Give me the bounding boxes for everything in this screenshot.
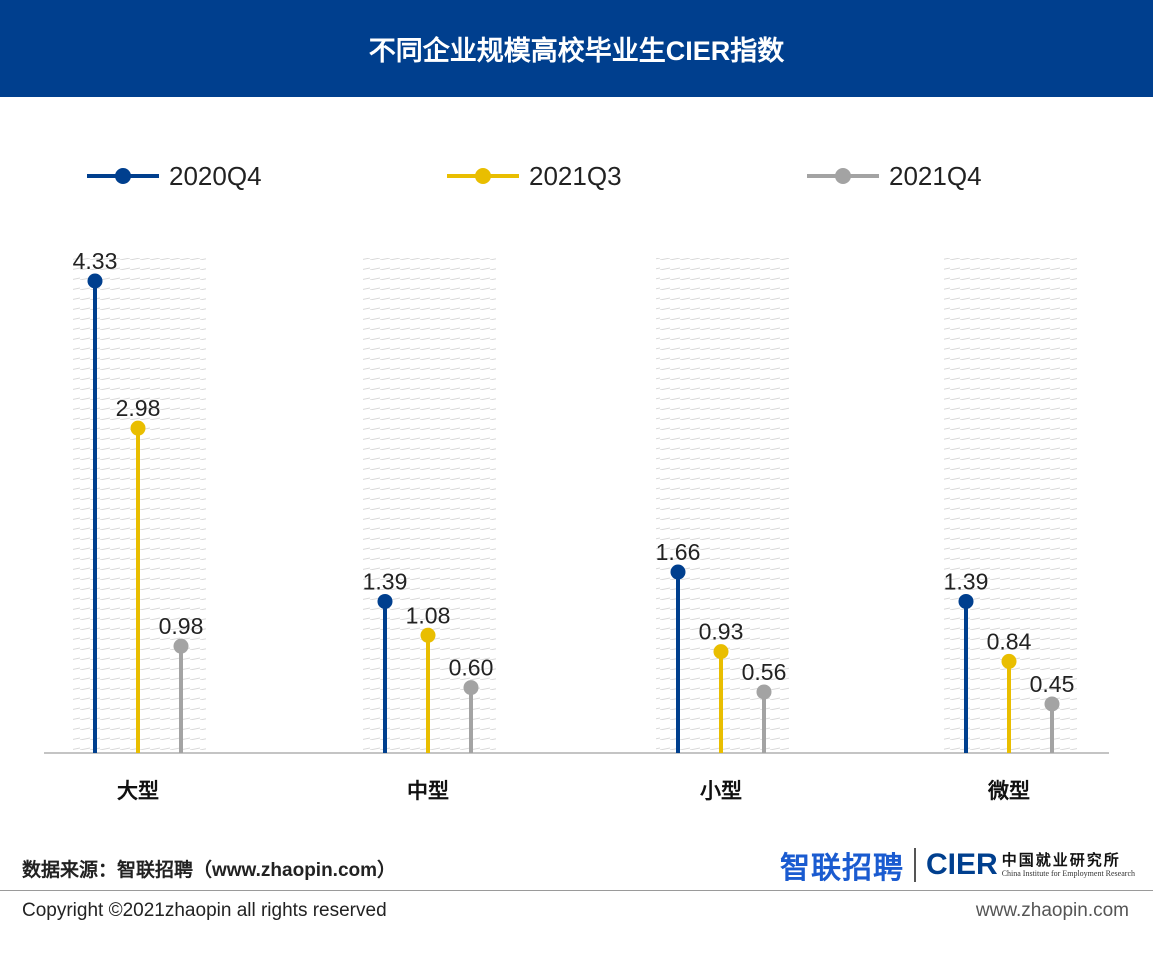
x-tick-label: 小型 xyxy=(700,780,742,803)
lollipop-chart: 大型 4.33 2.98 0.98 中型 1.39 1.08 0.60 小型 1.66 0.93 0.… xyxy=(44,248,1109,803)
legend-marker-2020q4 xyxy=(87,158,159,194)
data-label: 1.66 xyxy=(656,539,701,565)
legend-label: 2021Q3 xyxy=(529,160,622,191)
website-link[interactable]: www.zhaopin.com xyxy=(975,900,1129,921)
legend-marker-2021q3 xyxy=(447,158,519,194)
data-label: 0.56 xyxy=(742,659,787,685)
data-label: 0.93 xyxy=(699,619,744,645)
data-source-note: 数据来源：智联招聘（www.zhaopin.com） xyxy=(22,860,397,881)
data-label: 1.08 xyxy=(406,602,451,628)
data-point xyxy=(420,627,436,643)
data-label: 0.60 xyxy=(449,655,494,681)
data-point xyxy=(1001,653,1017,669)
legend-item-2021q4: 2021Q4 xyxy=(807,158,982,194)
cier-name-cn: 中国就业研究所 xyxy=(1001,851,1121,869)
data-label: 4.33 xyxy=(73,248,118,274)
cier-logo-text: 中国就业研究所 China Institute for Employment R… xyxy=(1002,852,1135,879)
footer-divider xyxy=(0,890,1153,891)
data-label: 1.39 xyxy=(944,568,989,594)
logo-divider xyxy=(914,848,916,882)
data-point xyxy=(463,680,479,696)
zhilian-logo: 智联招聘 xyxy=(780,852,904,885)
legend-label: 2021Q4 xyxy=(889,160,982,191)
copyright-text: Copyright ©2021zhaopin all rights reserv… xyxy=(22,900,387,921)
cier-logo: CIER xyxy=(926,848,998,881)
data-label: 0.98 xyxy=(159,613,204,639)
brand-logos: 智联招聘 CIER 中国就业研究所 China Institute for Em… xyxy=(780,845,1135,885)
data-point xyxy=(173,638,189,654)
data-label: 2.98 xyxy=(116,395,161,421)
page-title: 不同企业规模高校毕业生CIER指数 xyxy=(0,0,1153,97)
legend-label: 2020Q4 xyxy=(169,160,262,191)
legend-marker-2021q4 xyxy=(807,158,879,194)
chart-legend: 2020Q4 2021Q3 2021Q4 xyxy=(0,158,1153,194)
data-point xyxy=(87,273,103,289)
legend-item-2020q4: 2020Q4 xyxy=(87,158,262,194)
data-point xyxy=(377,593,393,609)
data-label: 0.84 xyxy=(987,628,1032,654)
legend-item-2021q3: 2021Q3 xyxy=(447,158,622,194)
data-point xyxy=(1044,696,1060,712)
data-label: 1.39 xyxy=(363,568,408,594)
data-point xyxy=(958,593,974,609)
data-label: 0.45 xyxy=(1030,671,1075,697)
x-tick-label: 中型 xyxy=(407,780,449,803)
x-tick-label: 微型 xyxy=(987,779,1030,803)
x-tick-label: 大型 xyxy=(117,780,159,803)
data-point xyxy=(670,564,686,580)
cier-name-en: China Institute for Employment Research xyxy=(1001,868,1135,878)
data-point xyxy=(756,684,772,700)
data-point xyxy=(130,420,146,436)
data-point xyxy=(713,644,729,660)
